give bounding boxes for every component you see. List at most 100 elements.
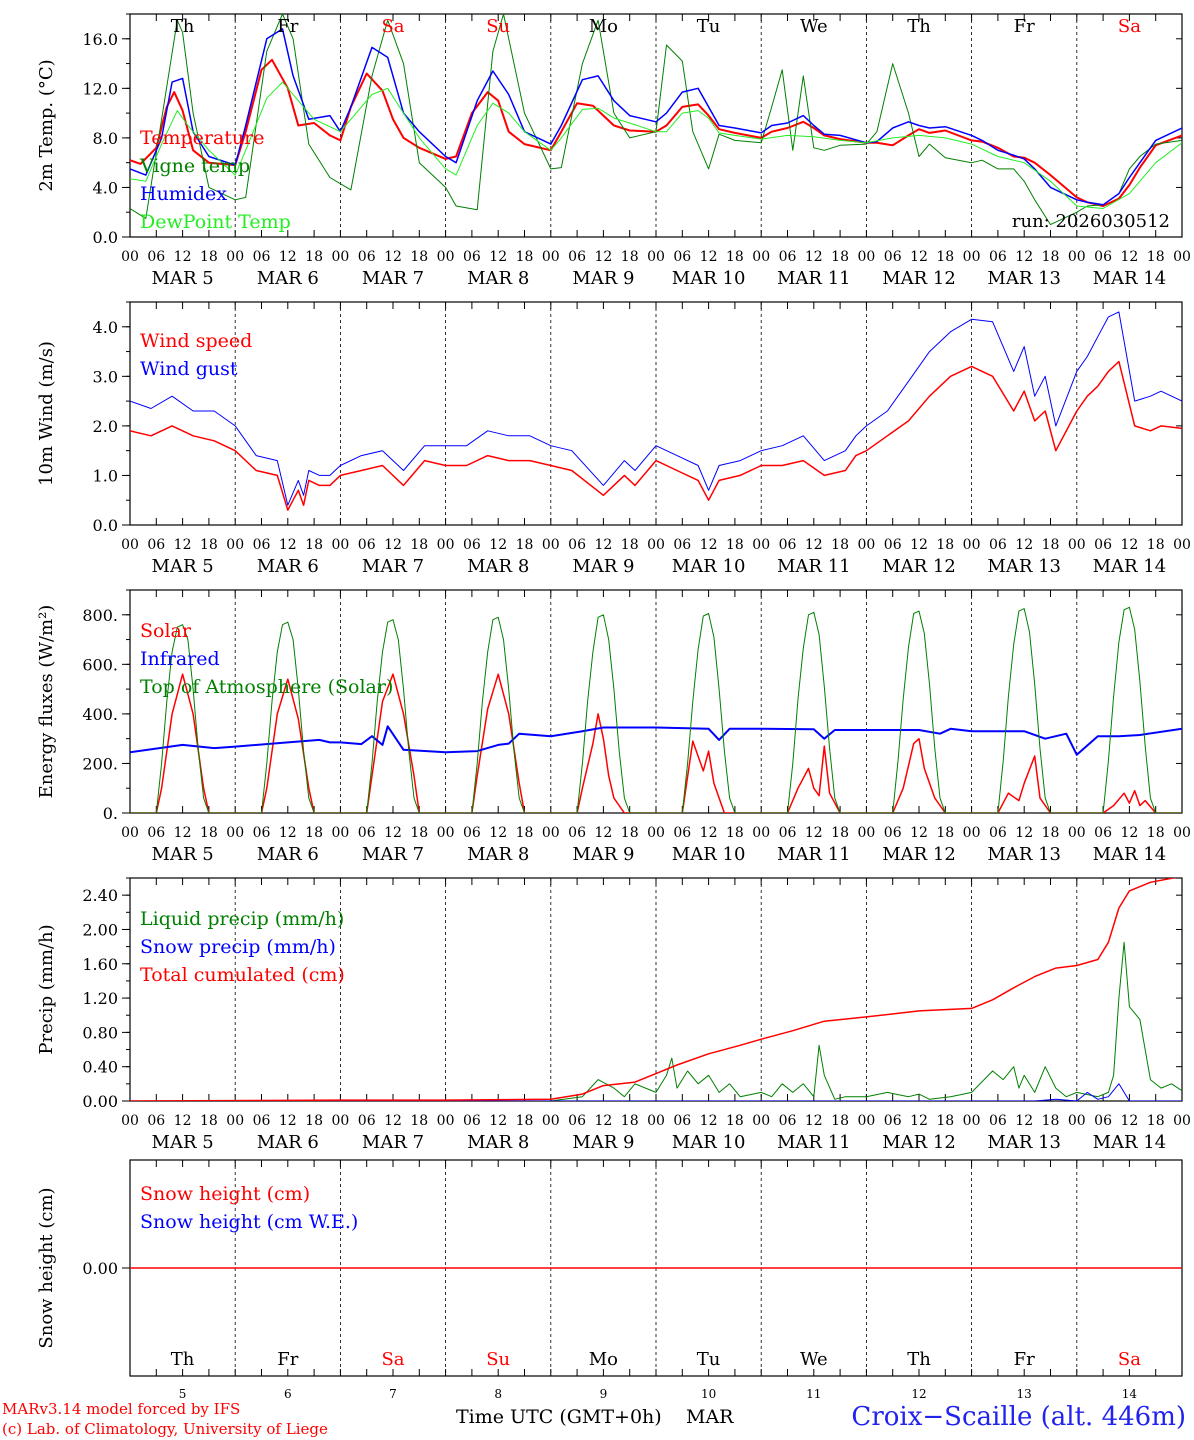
hour-label: 06: [989, 825, 1007, 841]
legend-entry: Humidex: [140, 183, 227, 205]
hour-label: 18: [726, 249, 744, 265]
date-label: MAR 7: [362, 556, 424, 577]
hour-label: 00: [437, 825, 455, 841]
date-label: MAR 14: [1093, 556, 1167, 577]
hour-label: 12: [700, 825, 718, 841]
series-line-2: [130, 14, 1182, 226]
hour-label: 12: [594, 249, 612, 265]
hour-label: 18: [1042, 1113, 1060, 1129]
weekday-label: Fr: [277, 1349, 298, 1370]
y-axis-label: Snow height (cm): [36, 1187, 57, 1348]
weekday-label: We: [800, 16, 828, 37]
date-label: MAR 13: [987, 268, 1061, 289]
weekday-label: Tu: [697, 16, 721, 37]
hour-label: 06: [673, 1113, 691, 1129]
hour-label: 00: [963, 249, 981, 265]
hour-label: 00: [963, 825, 981, 841]
series-line-4: [130, 81, 1182, 209]
date-label: MAR 9: [572, 268, 634, 289]
hour-label: 12: [174, 249, 192, 265]
date-label: MAR 13: [987, 844, 1061, 865]
hour-label: 00: [121, 249, 139, 265]
day-number-label: 9: [600, 1387, 608, 1401]
hour-label: 18: [200, 1113, 218, 1129]
hour-label: 00: [752, 249, 770, 265]
hour-label: 12: [594, 1113, 612, 1129]
hour-label: 06: [989, 1113, 1007, 1129]
date-label: MAR 8: [467, 1132, 529, 1153]
hour-label: 12: [1120, 537, 1138, 553]
hour-label: 18: [410, 825, 428, 841]
weekday-label: Th: [171, 16, 195, 37]
hour-label: 00: [121, 1113, 139, 1129]
date-label: MAR 11: [777, 844, 851, 865]
hour-label: 18: [1042, 249, 1060, 265]
date-label: MAR 7: [362, 1132, 424, 1153]
hour-label: 00: [331, 249, 349, 265]
hour-label: 00: [542, 825, 560, 841]
legend-entry: Wind speed: [140, 330, 252, 352]
hour-label: 06: [147, 249, 165, 265]
date-label: MAR 12: [882, 268, 956, 289]
hour-label: 00: [331, 1113, 349, 1129]
hour-label: 00: [542, 249, 560, 265]
date-label: MAR 6: [257, 1132, 319, 1153]
hour-label: 06: [989, 249, 1007, 265]
plot-frame: [129, 301, 1183, 526]
panel-5: 0.00 Snow height (cm) Snow height (cm) Snow…: [36, 1159, 1183, 1401]
hour-label: 18: [936, 249, 954, 265]
day-number-label: 13: [1017, 1387, 1032, 1401]
panel-3: 0. 200. 400. 600. 800. Energy fluxes (W/m²) So…: [36, 589, 1191, 865]
hour-label: 12: [1120, 1113, 1138, 1129]
y-tick-label: 400.: [82, 705, 118, 724]
hour-label: 12: [805, 1113, 823, 1129]
y-tick-label: 0.: [103, 804, 118, 823]
date-label: MAR 12: [882, 556, 956, 577]
hour-label: 06: [253, 537, 271, 553]
y-tick-label: 3.0: [93, 367, 118, 386]
hour-label: 00: [857, 249, 875, 265]
date-label: MAR 11: [777, 556, 851, 577]
hour-label: 18: [936, 1113, 954, 1129]
hour-label: 12: [700, 1113, 718, 1129]
hour-label: 18: [516, 1113, 534, 1129]
y-tick-label: 0.0: [93, 228, 118, 247]
weekday-label: Th: [907, 16, 931, 37]
hour-label: 06: [253, 825, 271, 841]
hour-label: 12: [1120, 825, 1138, 841]
y-tick-label: 1.20: [82, 989, 118, 1008]
series-line-2: [130, 725, 1182, 756]
series-line-1: [130, 941, 1182, 1101]
hour-label: 06: [673, 825, 691, 841]
hour-label: 12: [910, 537, 928, 553]
date-label: MAR 14: [1093, 844, 1167, 865]
hour-label: 12: [174, 825, 192, 841]
hour-label: 18: [621, 249, 639, 265]
legend-entry: DewPoint Temp: [140, 211, 291, 233]
hour-label: 06: [884, 537, 902, 553]
hour-label: 00: [963, 1113, 981, 1129]
y-axis-label: 2m Temp. (°C): [36, 59, 57, 191]
weekday-label: Th: [171, 1349, 195, 1370]
y-tick-label: 0.0: [93, 516, 118, 535]
day-number-label: 7: [389, 1387, 397, 1401]
hour-label: 00: [1068, 249, 1086, 265]
series-line-3: [130, 606, 1182, 813]
y-tick-label: 800.: [82, 606, 118, 625]
hour-label: 00: [437, 249, 455, 265]
date-label: MAR 6: [257, 556, 319, 577]
weekday-label: Th: [907, 1349, 931, 1370]
weekday-label: Mo: [589, 1349, 618, 1370]
date-label: MAR 6: [257, 268, 319, 289]
legend-entry: Vigne temp: [139, 155, 250, 177]
hour-label: 06: [568, 537, 586, 553]
legend-entry: Snow height (cm W.E.): [140, 1211, 358, 1233]
hour-label: 00: [752, 1113, 770, 1129]
hour-label: 00: [857, 537, 875, 553]
date-label: MAR 10: [672, 268, 746, 289]
hour-label: 18: [305, 537, 323, 553]
hour-label: 12: [489, 1113, 507, 1129]
date-label: MAR 14: [1093, 268, 1167, 289]
y-tick-label: 0.80: [82, 1023, 118, 1042]
y-tick-label: 4.0: [93, 318, 118, 337]
